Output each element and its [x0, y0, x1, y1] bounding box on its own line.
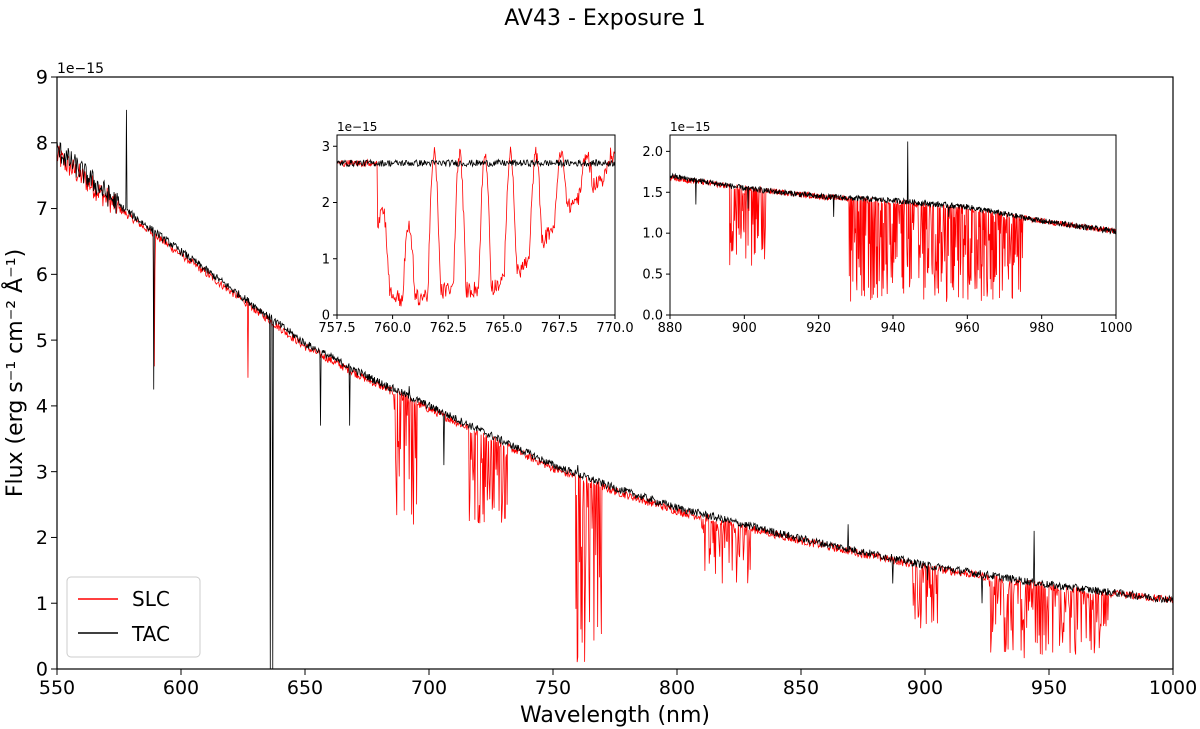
legend-box [66, 576, 201, 658]
legend-label-tac: TAC [131, 622, 170, 646]
main-y-tick-label: 0 [36, 659, 48, 681]
figure-title: AV43 - Exposure 1 [504, 6, 705, 31]
inset1-x-tick-label: 762.5 [430, 321, 467, 336]
y-axis-label: Flux (erg s⁻¹ cm⁻² Å⁻¹) [1, 249, 28, 497]
main-x-tick-label: 800 [659, 677, 695, 699]
legend-label-slc: SLC [132, 587, 170, 611]
inset2-y-tick-label: 1.5 [642, 186, 663, 201]
main-y-offset: 1e−15 [57, 61, 104, 77]
inset-1-frame [336, 134, 616, 316]
inset1-x-tick-label: 757.5 [318, 321, 355, 336]
inset-2-ticks: 880 900 920 940 960 980 1000 0.0 0.5 1.0 1.5 2.0 [642, 145, 1132, 336]
inset1-x-tick-label: 765.0 [485, 321, 522, 336]
main-x-tick-label: 900 [907, 677, 943, 699]
main-x-tick-label: 850 [783, 677, 819, 699]
inset1-y-tick-label: 2 [322, 196, 330, 211]
legend: SLC TAC [66, 576, 201, 658]
main-series-group [56, 109, 1174, 670]
inset-1-series-group [336, 146, 615, 307]
inset-2-series-group [669, 141, 1117, 302]
inset2-y-tick-label: 0.5 [642, 268, 663, 283]
main-ticks: 550 600 650 700 750 800 850 900 950 1000 0 1 2 3 4 5 6 7 8… [36, 67, 1197, 699]
main-y-tick-label: 9 [36, 67, 48, 89]
main-y-tick-label: 8 [36, 132, 48, 154]
main-y-tick-label: 2 [36, 527, 48, 549]
inset2-y-tick-label: 0.0 [642, 309, 663, 324]
main-x-tick-label: 700 [411, 677, 447, 699]
inset2-y-tick-label: 2.0 [642, 145, 663, 160]
inset1-series-tac [336, 158, 615, 168]
main-y-tick-label: 3 [36, 461, 48, 483]
inset1-x-tick-label: 760.0 [374, 321, 411, 336]
main-x-tick-label: 600 [163, 677, 199, 699]
main-x-tick-label: 1000 [1149, 677, 1197, 699]
x-axis-label: Wavelength (nm) [520, 703, 710, 728]
main-series-tac [56, 109, 1174, 670]
main-x-tick-label: 750 [535, 677, 571, 699]
inset-2-y-offset: 1e−15 [670, 120, 710, 134]
main-y-tick-label: 1 [36, 593, 48, 615]
inset2-x-tick-label: 920 [806, 321, 831, 336]
inset2-x-tick-label: 1000 [1099, 321, 1132, 336]
inset2-x-tick-label: 900 [732, 321, 757, 336]
inset2-x-tick-label: 940 [881, 321, 906, 336]
main-y-tick-label: 7 [36, 198, 48, 220]
inset1-y-tick-label: 0 [322, 309, 330, 324]
main-y-tick-label: 5 [36, 330, 48, 352]
inset1-y-tick-label: 1 [322, 252, 330, 267]
inset1-x-tick-label: 770.0 [596, 321, 633, 336]
inset-1-ticks: 757.5 760.0 762.5 765.0 767.5 770.0 0 1 2 3 [318, 140, 633, 336]
main-axes: 550 600 650 700 750 800 850 900 950 1000 0 1 2 3 4 5 6 7 8… [1, 61, 1197, 728]
inset2-x-tick-label: 960 [955, 321, 980, 336]
inset2-y-tick-label: 1.0 [642, 227, 663, 242]
main-y-tick-label: 4 [36, 396, 48, 418]
inset1-series-slc [336, 146, 615, 307]
main-x-tick-label: 950 [1031, 677, 1067, 699]
main-y-tick-label: 6 [36, 264, 48, 286]
main-x-tick-label: 650 [287, 677, 323, 699]
main-plot-frame [56, 76, 1174, 670]
inset2-x-tick-label: 880 [658, 321, 683, 336]
inset1-y-tick-label: 3 [322, 140, 330, 155]
inset-1-axes: 757.5 760.0 762.5 765.0 767.5 770.0 0 1 2 3 1e−15 [318, 120, 633, 336]
inset2-series-tac [669, 141, 1117, 235]
inset-1-y-offset: 1e−15 [337, 120, 377, 134]
main-x-tick-label: 550 [39, 677, 75, 699]
inset1-x-tick-label: 767.5 [541, 321, 578, 336]
inset-2-axes: 880 900 920 940 960 980 1000 0.0 0.5 1.0 1.5 2.0 1e… [642, 120, 1132, 336]
inset2-x-tick-label: 980 [1029, 321, 1054, 336]
